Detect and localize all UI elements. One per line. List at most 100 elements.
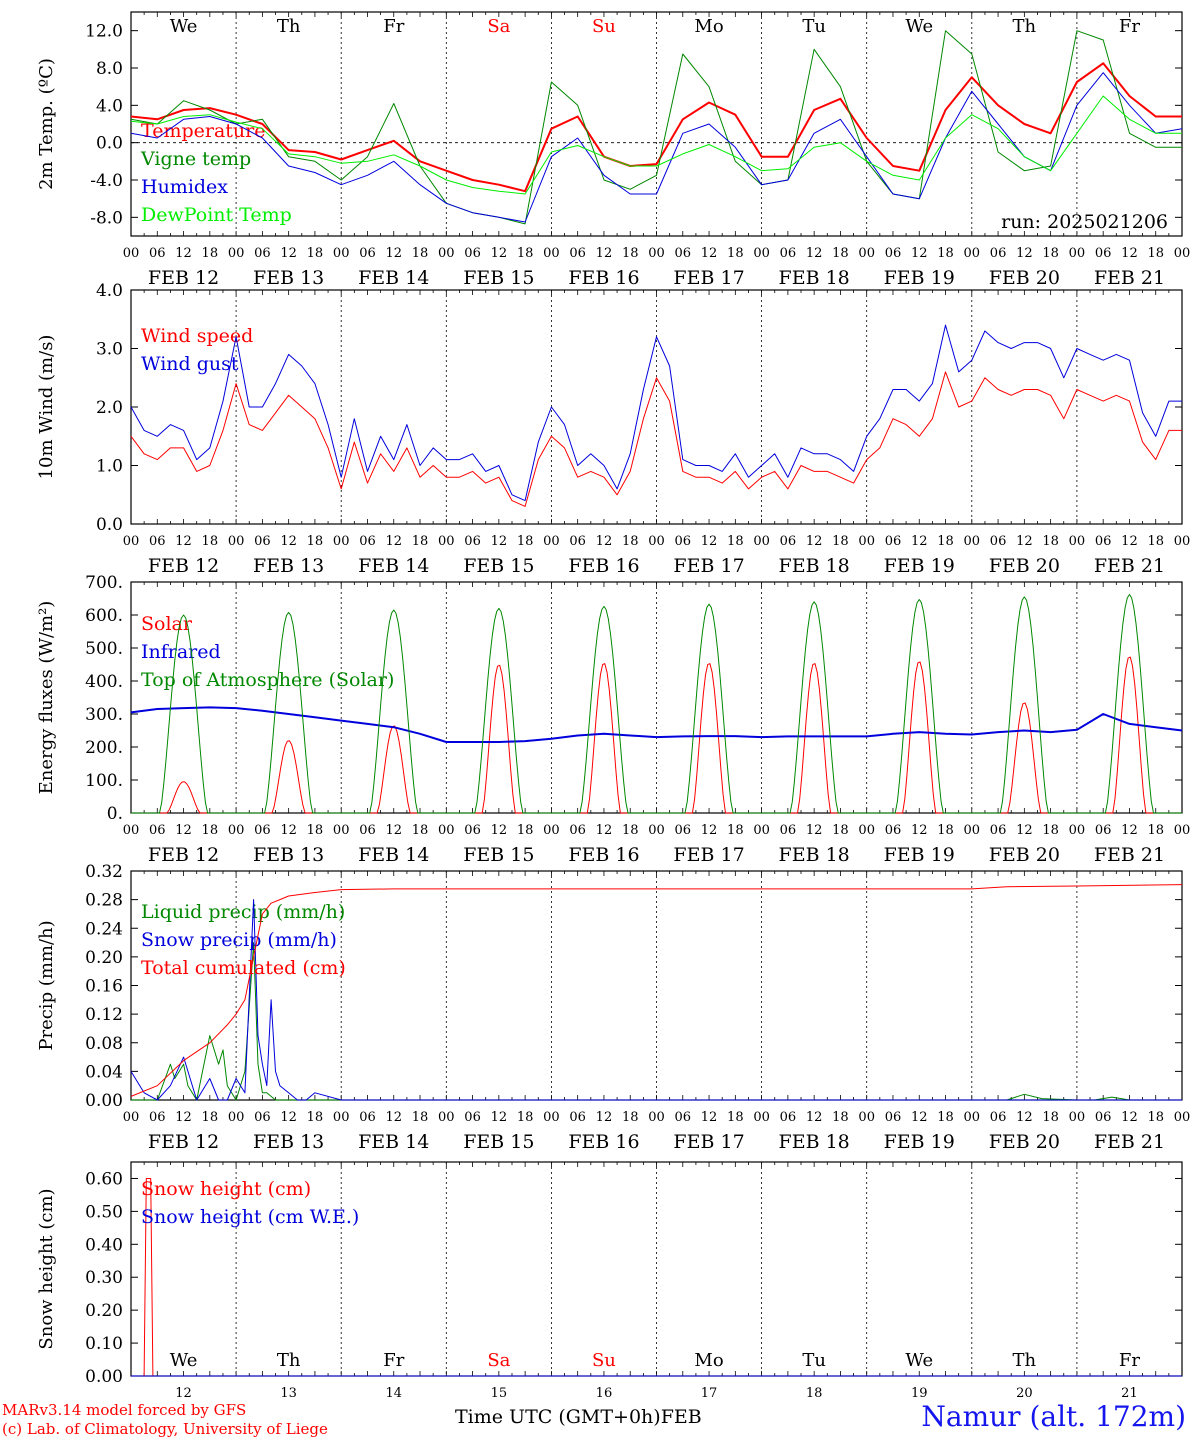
y-tick-label: 0.: [107, 804, 123, 824]
hour-tick-label: 00: [753, 534, 770, 549]
date-label: FEB 20: [989, 555, 1060, 577]
date-label: FEB 21: [1094, 555, 1165, 577]
hour-tick-label: 06: [885, 534, 902, 549]
series-line-infrared: [130, 706, 1183, 743]
hour-tick-label: 00: [543, 246, 560, 261]
hour-tick-label: 18: [517, 1110, 534, 1125]
hour-tick-label: 00: [543, 1110, 560, 1125]
legend-entry: Snow height (cm W.E.): [141, 1206, 359, 1228]
y-tick-label: 0.16: [85, 977, 123, 997]
weekday-label: Th: [1013, 16, 1037, 37]
hour-tick-label: 06: [1095, 823, 1112, 838]
date-label: FEB 13: [253, 267, 324, 289]
y-tick-label: 4.0: [96, 281, 123, 301]
date-label: FEB 17: [673, 555, 744, 577]
date-label: FEB 21: [1094, 844, 1165, 866]
date-label: FEB 17: [673, 844, 744, 866]
date-label: FEB 17: [673, 1131, 744, 1153]
hour-tick-label: 18: [412, 246, 429, 261]
day-number-label: 19: [911, 1386, 928, 1401]
hour-tick-label: 18: [1147, 1110, 1164, 1125]
day-number-label: 16: [596, 1386, 613, 1401]
hour-tick-label: 12: [280, 823, 297, 838]
hour-tick-label: 12: [701, 534, 718, 549]
hour-tick-label: 12: [701, 1110, 718, 1125]
legend-entry: Infrared: [141, 641, 221, 663]
hour-tick-label: 18: [517, 823, 534, 838]
hour-tick-label: 06: [464, 823, 481, 838]
hour-tick-label: 06: [464, 534, 481, 549]
hour-tick-label: 12: [911, 246, 928, 261]
day-number-label: 15: [491, 1386, 508, 1401]
hour-tick-label: 18: [517, 534, 534, 549]
hour-tick-label: 18: [202, 246, 219, 261]
hour-tick-label: 06: [149, 534, 166, 549]
weekday-label: Tu: [802, 1350, 826, 1371]
hour-tick-label: 00: [964, 534, 981, 549]
hour-tick-label: 00: [228, 823, 245, 838]
date-label: FEB 14: [358, 267, 429, 289]
legend-entry: Wind speed: [141, 325, 253, 347]
hour-tick-label: 18: [517, 246, 534, 261]
hour-tick-label: 00: [1174, 534, 1191, 549]
hour-tick-label: 00: [228, 246, 245, 261]
y-tick-label: 0.0: [96, 515, 123, 535]
hour-tick-label: 00: [333, 534, 350, 549]
hour-tick-label: 18: [622, 1110, 639, 1125]
legend-entry: Total cumulated (cm): [141, 957, 346, 979]
hour-tick-label: 18: [622, 823, 639, 838]
hour-tick-label: 06: [569, 246, 586, 261]
hour-tick-label: 18: [937, 1110, 954, 1125]
day-number-label: 13: [280, 1386, 297, 1401]
hour-tick-label: 18: [412, 823, 429, 838]
weekday-label: Su: [592, 16, 616, 37]
date-label: FEB 18: [779, 267, 850, 289]
date-label: FEB 15: [463, 1131, 534, 1153]
y-tick-label: 1.0: [96, 457, 123, 477]
y-tick-label: 0.08: [85, 1034, 123, 1054]
series-line-wind-gust: [130, 324, 1182, 502]
weekday-label: Fr: [383, 1350, 404, 1371]
hour-tick-label: 00: [1174, 823, 1191, 838]
date-label: FEB 19: [884, 267, 955, 289]
date-label: FEB 15: [463, 267, 534, 289]
location-label: Namur (alt. 172m): [921, 1400, 1186, 1433]
hour-tick-label: 00: [543, 823, 560, 838]
legend-entry: Top of Atmosphere (Solar): [141, 669, 394, 691]
hour-tick-label: 06: [149, 823, 166, 838]
weekday-label: We: [905, 1350, 933, 1371]
series-line-temperature: [130, 62, 1182, 193]
hour-tick-label: 06: [254, 246, 271, 261]
hour-tick-label: 00: [858, 534, 875, 549]
hour-tick-label: 12: [1121, 246, 1138, 261]
hour-tick-label: 12: [280, 534, 297, 549]
hour-tick-label: 12: [911, 823, 928, 838]
hour-tick-label: 18: [832, 823, 849, 838]
hour-tick-label: 18: [1042, 246, 1059, 261]
hour-tick-label: 12: [1121, 1110, 1138, 1125]
weekday-label: We: [905, 16, 933, 37]
date-label: FEB 18: [779, 844, 850, 866]
hour-tick-label: 18: [832, 534, 849, 549]
run-label: run: 2025021206: [1001, 211, 1168, 233]
hour-tick-label: 18: [727, 246, 744, 261]
hour-tick-label: 00: [1069, 1110, 1086, 1125]
y-axis-label: Snow height (cm): [36, 1188, 57, 1349]
date-label: FEB 18: [779, 555, 850, 577]
y-tick-label: 8.0: [96, 59, 123, 79]
time-axis-month: FEB: [660, 1406, 702, 1428]
legend-entry: Vigne temp: [140, 148, 251, 170]
hour-tick-label: 12: [911, 1110, 928, 1125]
y-tick-label: 0.20: [85, 948, 123, 968]
hour-tick-label: 00: [123, 534, 140, 549]
hour-tick-label: 12: [701, 246, 718, 261]
hour-tick-label: 18: [937, 534, 954, 549]
date-label: FEB 20: [989, 844, 1060, 866]
hour-tick-label: 06: [254, 534, 271, 549]
hour-tick-label: 18: [307, 246, 324, 261]
date-label: FEB 21: [1094, 1131, 1165, 1153]
y-axis-label: Precip (mm/h): [36, 920, 57, 1050]
day-number-label: 21: [1121, 1386, 1138, 1401]
hour-tick-label: 00: [1174, 1110, 1191, 1125]
